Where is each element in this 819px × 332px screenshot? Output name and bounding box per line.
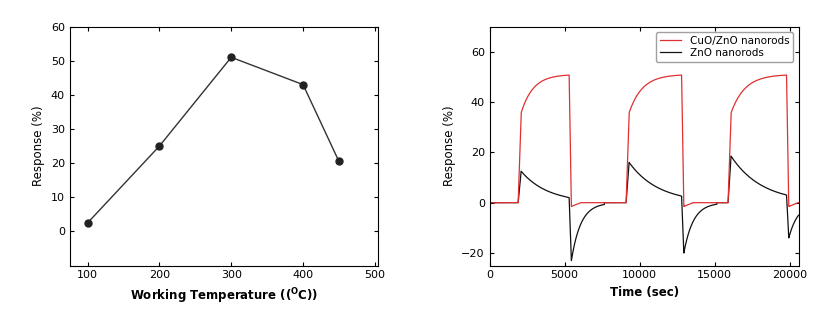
ZnO nanorods (519, 172, 529, 176)
X-axis label: Time (sec): Time (sec) (609, 286, 679, 299)
ZnO nanorods (735, 166, 745, 170)
CuO/ZnO nanorods (735, 92, 745, 96)
CuO/ZnO nanorods (584, 201, 594, 205)
Y-axis label: Response (%): Response (%) (32, 106, 45, 186)
CuO/ZnO nanorods (485, 201, 495, 205)
CuO/ZnO nanorods (794, 201, 803, 205)
CuO/ZnO nanorods (758, 76, 768, 80)
CuO/ZnO nanorods (567, 205, 577, 208)
Y-axis label: Response (%): Response (%) (443, 106, 455, 186)
ZnO nanorods (567, 259, 577, 263)
X-axis label: Working Temperature ($\mathbf{(^{O}C)}$): Working Temperature ($\mathbf{(^{O}C)}$) (130, 286, 319, 306)
CuO/ZnO nanorods (748, 81, 758, 85)
Line: ZnO nanorods: ZnO nanorods (490, 156, 799, 261)
ZnO nanorods (584, 210, 594, 214)
Legend: CuO/ZnO nanorods, ZnO nanorods: CuO/ZnO nanorods, ZnO nanorods (656, 32, 794, 62)
CuO/ZnO nanorods (519, 103, 529, 107)
ZnO nanorods (717, 201, 726, 205)
ZnO nanorods (794, 213, 803, 217)
ZnO nanorods (748, 177, 758, 181)
CuO/ZnO nanorods (717, 201, 726, 205)
ZnO nanorods (726, 154, 736, 158)
ZnO nanorods (758, 184, 768, 188)
Line: CuO/ZnO nanorods: CuO/ZnO nanorods (490, 75, 799, 207)
ZnO nanorods (485, 201, 495, 205)
CuO/ZnO nanorods (676, 73, 686, 77)
